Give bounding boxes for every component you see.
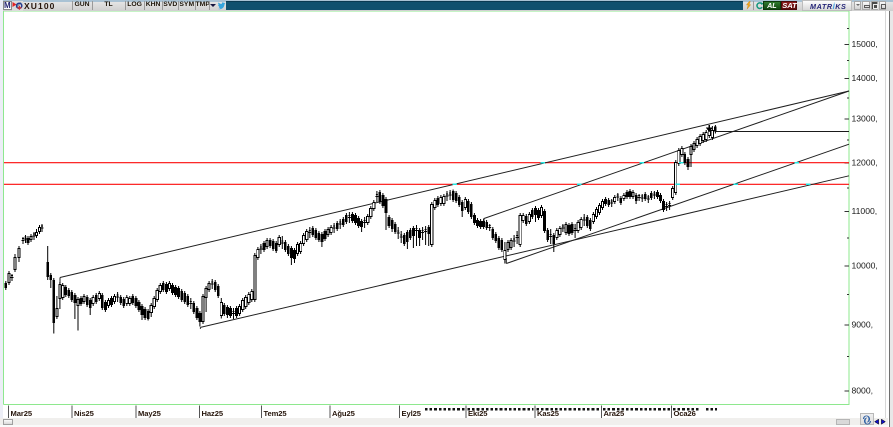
svg-text:Kas25: Kas25 [537,409,560,418]
svg-text:14000,: 14000, [852,73,878,83]
svg-text:8000,: 8000, [852,386,874,396]
svg-text:15000,: 15000, [852,39,878,49]
svg-text:Oca26: Oca26 [674,409,696,418]
svg-text:Ağu25: Ağu25 [332,409,356,418]
svg-text:Tem25: Tem25 [264,409,288,418]
svg-text:Ara25: Ara25 [604,409,625,418]
svg-text:May25: May25 [138,409,162,418]
svg-text:11000,: 11000, [852,206,878,216]
svg-text:Eki25: Eki25 [468,409,488,418]
svg-text:Eyl25: Eyl25 [402,409,422,418]
svg-text:Haz25: Haz25 [202,409,224,418]
svg-text:Mar25: Mar25 [11,409,33,418]
svg-text:9000,: 9000, [852,320,874,330]
svg-text:12000,: 12000, [852,158,878,168]
svg-text:Nis25: Nis25 [74,409,95,418]
svg-text:13000,: 13000, [852,114,878,124]
svg-text:10000,: 10000, [852,261,878,271]
